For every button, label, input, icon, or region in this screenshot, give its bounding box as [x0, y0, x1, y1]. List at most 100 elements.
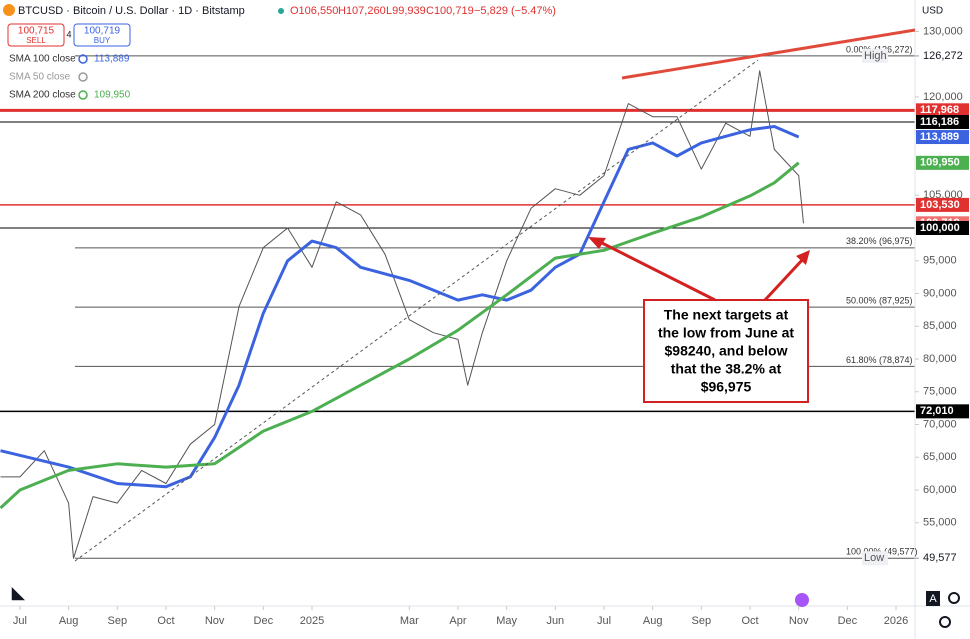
- sell-price: 100,715: [18, 26, 55, 37]
- indicator-name: SMA 100 close: [9, 54, 76, 65]
- annotation-line: The next targets at: [664, 307, 789, 323]
- y-tick-label: 75,000: [923, 386, 957, 398]
- btc-icon: [3, 4, 15, 16]
- indicator-name: SMA 200 close: [9, 90, 76, 101]
- y-tick-label: 65,000: [923, 451, 957, 463]
- y-tick-label: 70,000: [923, 418, 957, 430]
- x-tick-label: Nov: [205, 615, 225, 627]
- arrow-head: [588, 237, 606, 249]
- price-label-box: [916, 221, 969, 236]
- currency: USD: [922, 6, 943, 17]
- price-label: 72,010: [920, 405, 954, 417]
- price-label-box: [916, 130, 969, 145]
- indicator-name: SMA 50 close: [9, 72, 71, 83]
- fib-label: 61.80% (78,874): [846, 355, 913, 365]
- series-line: [0, 70, 804, 559]
- annotation-box: [643, 299, 809, 403]
- x-tick-label: Jun: [546, 615, 564, 627]
- price-label: 126,272: [923, 50, 963, 62]
- price-label-box: [916, 103, 969, 118]
- annotation-line: the low from June at: [658, 325, 794, 341]
- y-tick-label: 60,000: [923, 484, 957, 496]
- x-tick-label: Sep: [692, 615, 712, 627]
- x-tick-label: Apr: [449, 615, 466, 627]
- logo: ◣: [11, 585, 26, 602]
- y-tick-label: 55,000: [923, 517, 957, 529]
- y-tick-label: 85,000: [923, 320, 957, 332]
- ohlc-high: H107,260: [338, 5, 386, 17]
- y-tick-label: 130,000: [923, 25, 963, 37]
- x-tick-label: Mar: [400, 615, 419, 627]
- annotation-line: that the 38.2% at: [671, 361, 782, 377]
- settings-icon[interactable]: [948, 592, 960, 604]
- x-tick-label: 2025: [300, 615, 324, 627]
- buy-button[interactable]: [73, 23, 131, 47]
- y-tick-label: 95,000: [923, 255, 957, 267]
- indicator-icon: [78, 90, 88, 100]
- price-label-box: [916, 197, 969, 212]
- x-tick-label: May: [496, 615, 517, 627]
- arrow-head: [796, 250, 810, 265]
- price-label: 113,889: [920, 131, 959, 143]
- x-tick-label: Aug: [59, 615, 79, 627]
- x-tick-label: Sep: [108, 615, 128, 627]
- series-line: [0, 125, 800, 489]
- price-label: 109,950: [920, 157, 960, 169]
- series-line: [0, 161, 800, 510]
- x-tick-label: Dec: [254, 615, 274, 627]
- price-label-box: [916, 404, 969, 419]
- x-tick-label: Nov: [789, 615, 809, 627]
- extreme-tag: Low: [864, 552, 884, 564]
- y-tick-label: 120,000: [923, 91, 963, 103]
- ohlc-open: O106,550: [290, 5, 338, 17]
- indicator-icon: [78, 54, 88, 64]
- auto-button[interactable]: [926, 591, 940, 606]
- auto-label: A: [929, 593, 937, 605]
- annotation-text: The next targets at the low from June at $…: [658, 307, 794, 395]
- y-tick-label: 90,000: [923, 287, 957, 299]
- status-dot: [278, 8, 284, 14]
- extreme-tag-box: [862, 48, 888, 63]
- ohlc-change: −5,829 (−5.47%): [474, 5, 556, 17]
- y-tick-label: 80,000: [923, 353, 957, 365]
- ohlc-close: C100,719: [426, 5, 474, 17]
- indicator-value: 113,889: [94, 54, 130, 65]
- extreme-tag: High: [864, 50, 887, 62]
- extreme-tag-box: [862, 551, 888, 566]
- price-label-box: [916, 155, 969, 170]
- x-tick-label: Jul: [597, 615, 611, 627]
- price-label: 49,577: [923, 552, 957, 564]
- plot-area: [0, 55, 915, 559]
- fib-label: 50.00% (87,925): [846, 295, 913, 305]
- fib-label: 38.20% (96,975): [846, 236, 913, 246]
- annotation-line: $96,975: [701, 379, 752, 395]
- x-tick-label: Aug: [643, 615, 663, 627]
- price-label: 117,968: [920, 104, 959, 116]
- annotation-line: $98240, and below: [665, 343, 788, 359]
- arrow: [763, 256, 806, 302]
- price-label: 103,530: [920, 199, 960, 211]
- x-tick-label: Oct: [157, 615, 174, 627]
- spread: 4: [66, 29, 71, 39]
- price-label: 116,186: [920, 116, 959, 128]
- indicator-icon: [78, 72, 88, 82]
- price-label-box: [916, 114, 969, 129]
- trend-line: [621, 28, 916, 80]
- symbol-title: BTCUSD · Bitcoin / U.S. Dollar · 1D · Bi…: [18, 5, 245, 17]
- settings-icon[interactable]: [939, 616, 951, 628]
- x-tick-label: Jul: [13, 615, 27, 627]
- x-tick-label: 2026: [884, 615, 908, 627]
- arrow: [595, 238, 716, 302]
- x-tick-label: Dec: [838, 615, 858, 627]
- indicator-legend: SMA 100 close 113,889 SMA 50 close SMA 200 …: [9, 54, 131, 101]
- buy-label: BUY: [94, 36, 111, 45]
- event-icon[interactable]: [795, 593, 809, 607]
- sell-label: SELL: [26, 36, 46, 45]
- sell-button[interactable]: [7, 23, 65, 47]
- price-label: 100,000: [920, 222, 960, 234]
- indicator-value: 109,950: [94, 90, 131, 101]
- ohlc-low: L99,939: [386, 5, 426, 17]
- x-tick-label: Oct: [741, 615, 758, 627]
